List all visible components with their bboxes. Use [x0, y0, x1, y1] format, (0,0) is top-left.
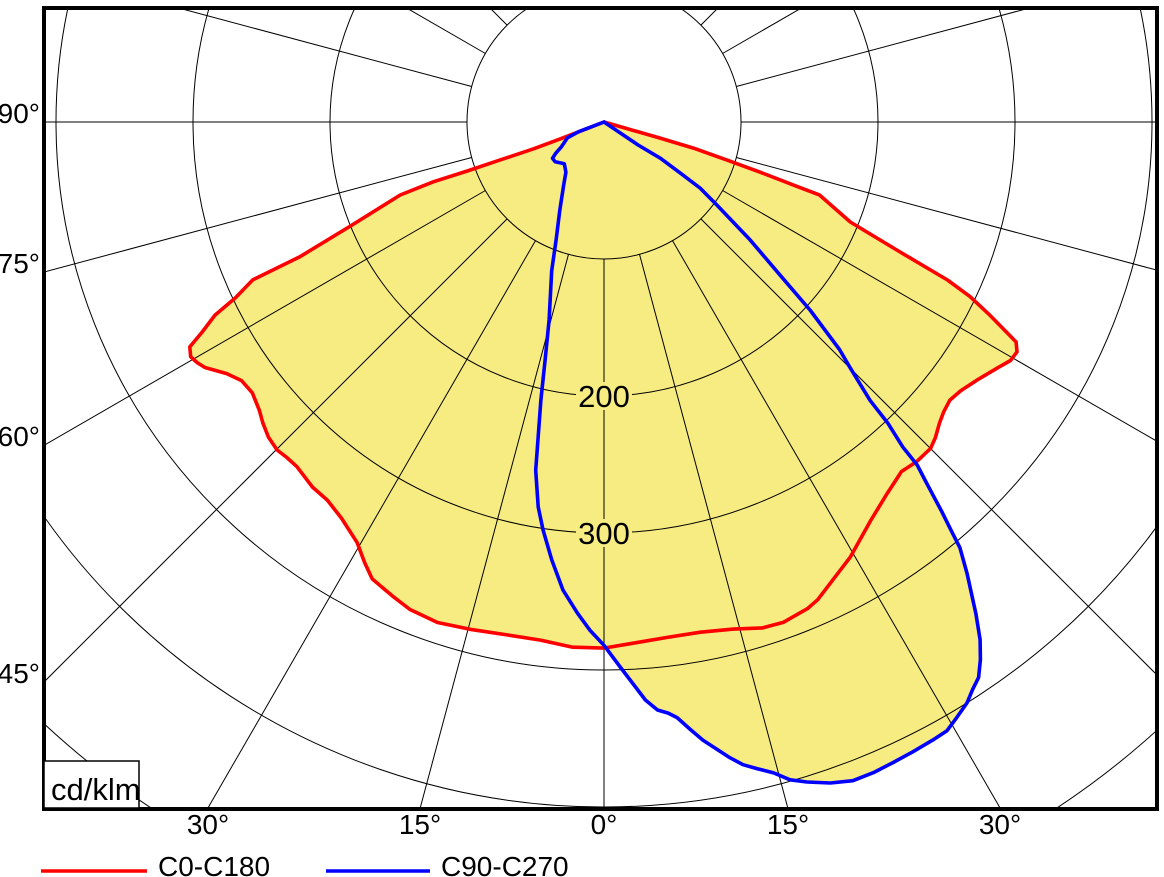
grid-ray--75: [46, 157, 472, 273]
grid-ray--45: [46, 218, 508, 681]
axis-label-60: 60°: [0, 421, 40, 452]
gamma-axis-labels-bottom: 30° 15° 0° 15° 30°: [187, 809, 1021, 840]
axis-label-right-30: 30°: [979, 809, 1021, 840]
legend-label-c90-c270: C90-C270: [441, 851, 569, 877]
radial-value-labels: 200 300: [576, 379, 632, 551]
curve-c90-c270: [533, 120, 983, 785]
radial-label-bg-200: [576, 382, 632, 410]
grid-ray--150: [154, 0, 536, 3]
grid-ray-105: [736, 10, 1024, 87]
axis-label-90: 90°: [0, 98, 40, 129]
grid-ray-60: [722, 190, 1155, 441]
curve-c0-c180: [188, 120, 1019, 650]
axis-label-left-30: 30°: [187, 809, 229, 840]
axis-label-45: 45°: [0, 658, 40, 689]
unit-label: cd/klm: [51, 772, 141, 807]
legend: C0-C180 C90-C270: [41, 851, 569, 877]
unit-box: cd/klm: [43, 760, 141, 809]
radial-label-200: 200: [578, 379, 630, 414]
grid-ray-135: [700, 10, 717, 26]
grid-ray--135: [491, 10, 508, 26]
distribution-fill-areas: [189, 122, 1018, 783]
distribution-curves: [188, 120, 1019, 785]
fill-area-c90-c270: [535, 122, 981, 783]
radial-label-300: 300: [578, 516, 630, 551]
axis-label-right-15: 15°: [767, 809, 809, 840]
grid-ray-45: [700, 218, 1155, 674]
grid-ray-75: [736, 157, 1155, 271]
grid-ray-150: [673, 0, 1055, 3]
grid-ray--60: [46, 190, 486, 445]
unit-box-frame: [43, 760, 140, 809]
grid-ray--30: [207, 240, 536, 807]
axis-label-left-15: 15°: [399, 809, 441, 840]
grid-ray--15: [419, 254, 569, 807]
axis-label-0: 0°: [591, 809, 618, 840]
grid-ray-15: [639, 254, 789, 807]
legend-label-c0-c180: C0-C180: [158, 851, 270, 877]
plot-border: [42, 6, 1159, 811]
grid-ray-30: [672, 240, 1001, 807]
grid-ray--105: [184, 10, 472, 87]
axis-label-75: 75°: [0, 248, 40, 279]
radial-label-bg-300: [576, 519, 632, 547]
gamma-axis-labels-left: 90° 75° 60° 45°: [0, 98, 40, 689]
